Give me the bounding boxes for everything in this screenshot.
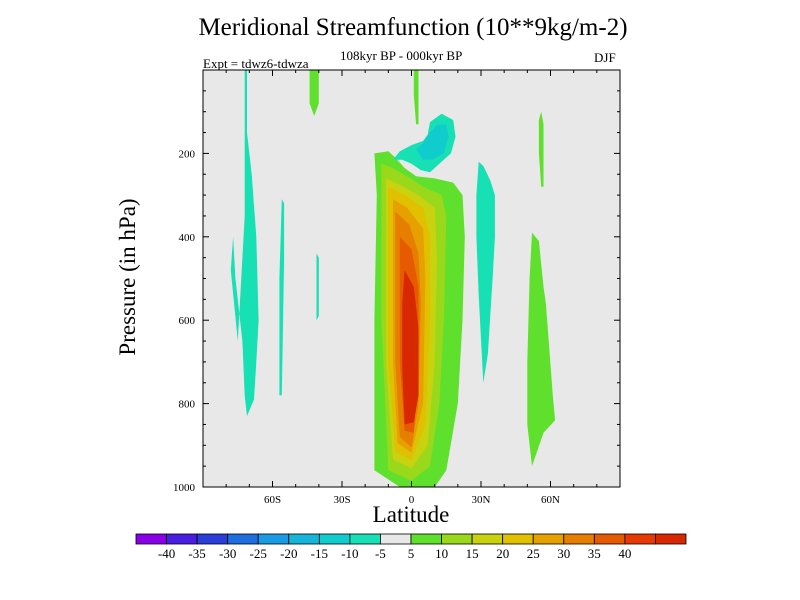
colorbar-label: -30 (219, 546, 236, 561)
colorbar-label: 5 (408, 546, 415, 561)
y-tick-label: 400 (179, 232, 196, 244)
contour-region-17 (538, 111, 544, 187)
colorbar-swatch (655, 533, 687, 545)
colorbar-label: -5 (375, 546, 386, 561)
colorbar-label: 15 (466, 546, 479, 561)
colorbar-label: -35 (188, 546, 205, 561)
colorbar-swatch (593, 533, 626, 545)
x-tick-label: 60N (541, 494, 560, 506)
colorbar-swatch (624, 533, 656, 545)
colorbar-label: 30 (557, 546, 570, 561)
chart-subtitle: 108kyr BP - 000kyr BP (340, 48, 463, 63)
contour-region-13 (279, 199, 285, 396)
colorbar-swatch (318, 533, 351, 545)
x-tick-label: 30N (472, 494, 491, 506)
colorbar-swatch (288, 533, 320, 545)
colorbar-swatch (410, 533, 442, 545)
colorbar-label: -10 (341, 546, 358, 561)
colorbar-swatch (502, 533, 534, 545)
contour-region-12 (230, 70, 259, 417)
colorbar-swatch (563, 533, 595, 545)
y-tick-label: 600 (179, 315, 196, 327)
chart-title: Meridional Streamfunction (10**9kg/m-2) (198, 14, 628, 41)
x-axis-label: Latitude (372, 502, 450, 527)
colorbar-label: 20 (496, 546, 509, 561)
y-tick-label: 1000 (173, 482, 196, 494)
contour-region-15 (476, 161, 495, 383)
colorbar-swatch (135, 533, 167, 545)
colorbar: -40 -35 -30 -25 -20 -15 -10 -5 5 10 15 20 25 30 35 40 (135, 533, 687, 561)
colorbar-label: 40 (618, 546, 631, 561)
y-axis-ticks: 200 400 600 800 1000 (173, 90, 620, 494)
x-tick-label: 0 (409, 494, 415, 506)
x-tick-label: 60S (264, 494, 281, 506)
colorbar-swatch (380, 533, 412, 545)
colorbar-label: -15 (311, 546, 328, 561)
contour-region-11 (413, 70, 419, 125)
colorbar-label: -40 (158, 546, 175, 561)
colorbar-swatch (471, 533, 504, 545)
contour-region-7 (402, 270, 419, 425)
colorbar-swatch (166, 533, 198, 545)
colorbar-swatch (196, 533, 229, 545)
colorbar-label: -25 (250, 546, 267, 561)
season-label: DJF (594, 50, 616, 65)
experiment-label: Expt = tdwz6-tdwza (203, 56, 309, 71)
colorbar-label: 25 (527, 546, 540, 561)
contour-regions (230, 70, 556, 488)
colorbar-swatch (349, 533, 381, 545)
colorbar-swatch (441, 533, 473, 545)
colorbar-swatch (227, 533, 259, 545)
contour-region-10 (309, 70, 319, 116)
contour-region-16 (527, 232, 556, 467)
y-tick-label: 800 (179, 399, 196, 411)
colorbar-label: 35 (588, 546, 601, 561)
colorbar-label: -20 (280, 546, 297, 561)
colorbar-swatch (532, 533, 565, 545)
colorbar-swatch (257, 533, 290, 545)
contour-region-9 (416, 124, 449, 160)
colorbar-label: 10 (435, 546, 448, 561)
y-tick-label: 200 (179, 148, 196, 160)
x-axis-ticks: 60S 30S 0 30N 60N (202, 70, 621, 506)
x-tick-label: 30S (333, 494, 350, 506)
contour-region-14 (316, 253, 319, 321)
